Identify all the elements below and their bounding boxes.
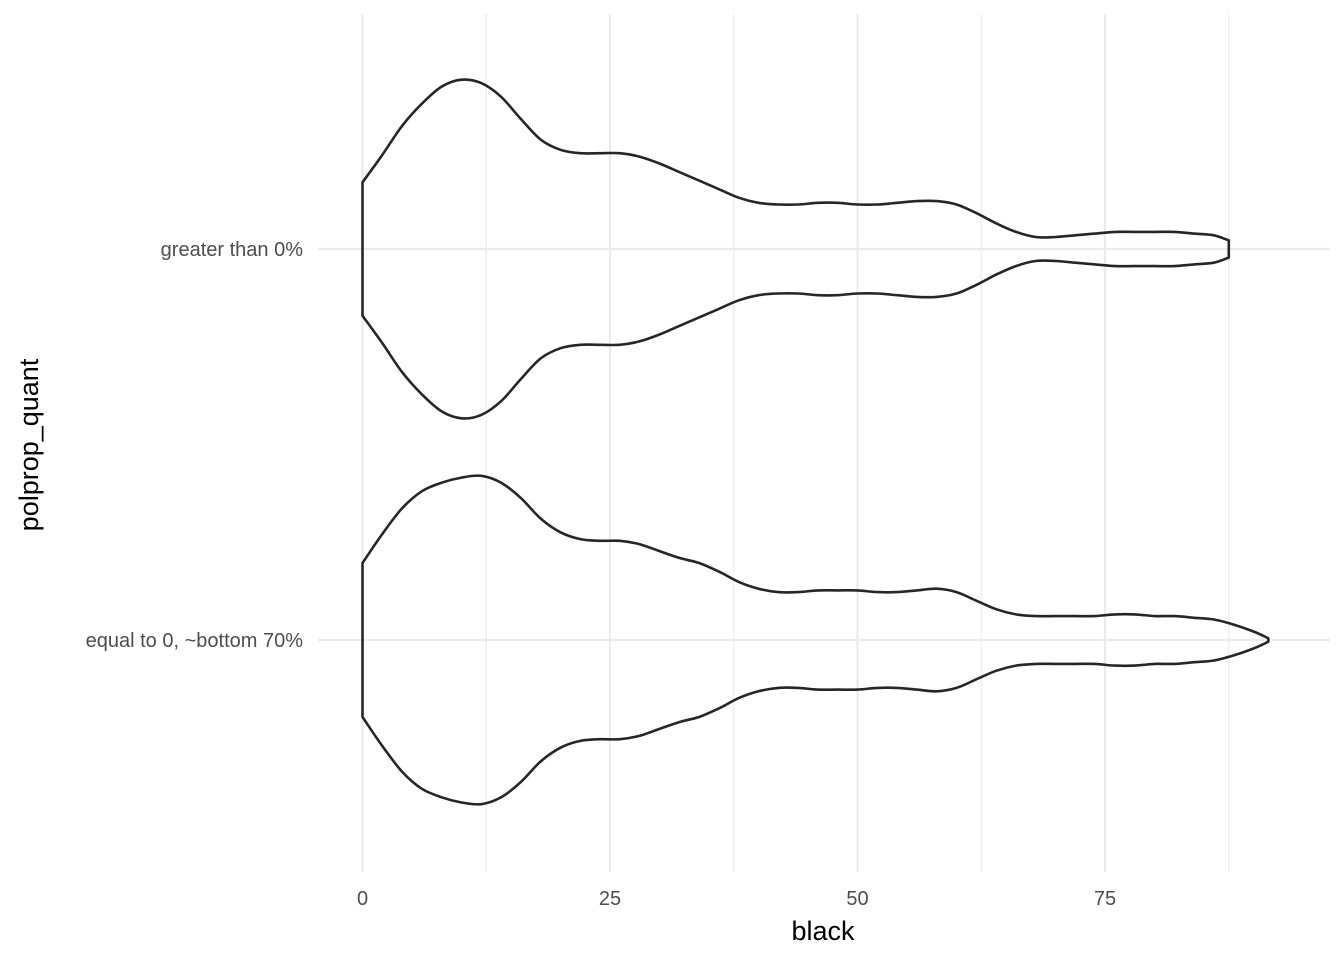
violin-equal-to-0 [361, 474, 1270, 806]
y-tick-label-1: greater than 0% [161, 239, 304, 261]
x-tick-label-2: 50 [846, 888, 868, 910]
y-axis-title: polprop_quant [14, 358, 44, 531]
tick-labels: 0 25 50 75 equal to 0, ~bottom 70% greater th… [86, 239, 1117, 910]
x-axis-title: black [791, 916, 855, 946]
grid-lines [318, 14, 1330, 872]
y-tick-label-0: equal to 0, ~bottom 70% [86, 630, 304, 652]
x-tick-label-1: 25 [599, 888, 621, 910]
x-tick-label-3: 75 [1094, 888, 1116, 910]
x-tick-label-0: 0 [357, 888, 368, 910]
violins [361, 78, 1270, 806]
violin-greater-than-0 [361, 78, 1231, 420]
